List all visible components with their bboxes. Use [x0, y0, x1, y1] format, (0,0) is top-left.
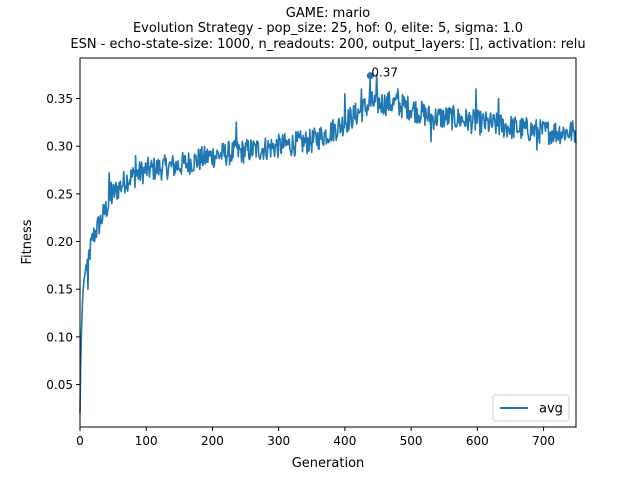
legend-box: [492, 394, 570, 422]
x-tick-label: 200: [201, 434, 224, 448]
chart-title-line-3: ESN - echo-state-size: 1000, n_readouts:…: [70, 37, 585, 52]
y-axis-label: Fitness: [20, 219, 35, 264]
max-point-label: 0.37: [371, 66, 398, 80]
x-axis-label: Generation: [292, 456, 365, 471]
y-tick-label: 0.35: [46, 92, 73, 106]
max-point-marker: [366, 72, 374, 80]
chart-title-line-1: GAME: mario: [286, 6, 370, 21]
y-axis-ticks: 0.05 0.10 0.15 0.20 0.25 0.30 0.35: [46, 92, 80, 392]
plot-area: 0.37 0 100 200 300 400 500 600 700 0.05 0.10 0.15…: [46, 57, 577, 448]
series-line-avg: [79, 73, 577, 414]
y-tick-label: 0.20: [46, 235, 73, 249]
y-tick-label: 0.30: [46, 140, 73, 154]
y-tick-label: 0.10: [46, 330, 73, 344]
x-tick-label: 0: [76, 434, 84, 448]
x-tick-label: 600: [466, 434, 489, 448]
x-tick-label: 500: [400, 434, 423, 448]
chart-title-line-2: Evolution Strategy - pop_size: 25, hof: …: [133, 21, 523, 36]
legend-label-avg: avg: [539, 402, 563, 417]
annotation-layer: 0.37: [366, 66, 398, 80]
y-tick-label: 0.25: [46, 187, 73, 201]
x-tick-label: 300: [267, 434, 290, 448]
x-tick-label: 700: [532, 434, 555, 448]
legend: avg: [492, 394, 570, 422]
axes-frame: [79, 57, 577, 428]
y-tick-label: 0.15: [46, 283, 73, 297]
x-tick-label: 400: [333, 434, 356, 448]
y-tick-label: 0.05: [46, 378, 73, 392]
series-layer: [79, 73, 577, 414]
x-tick-label: 100: [135, 434, 158, 448]
x-axis-ticks: 0 100 200 300 400 500 600 700: [76, 427, 555, 448]
